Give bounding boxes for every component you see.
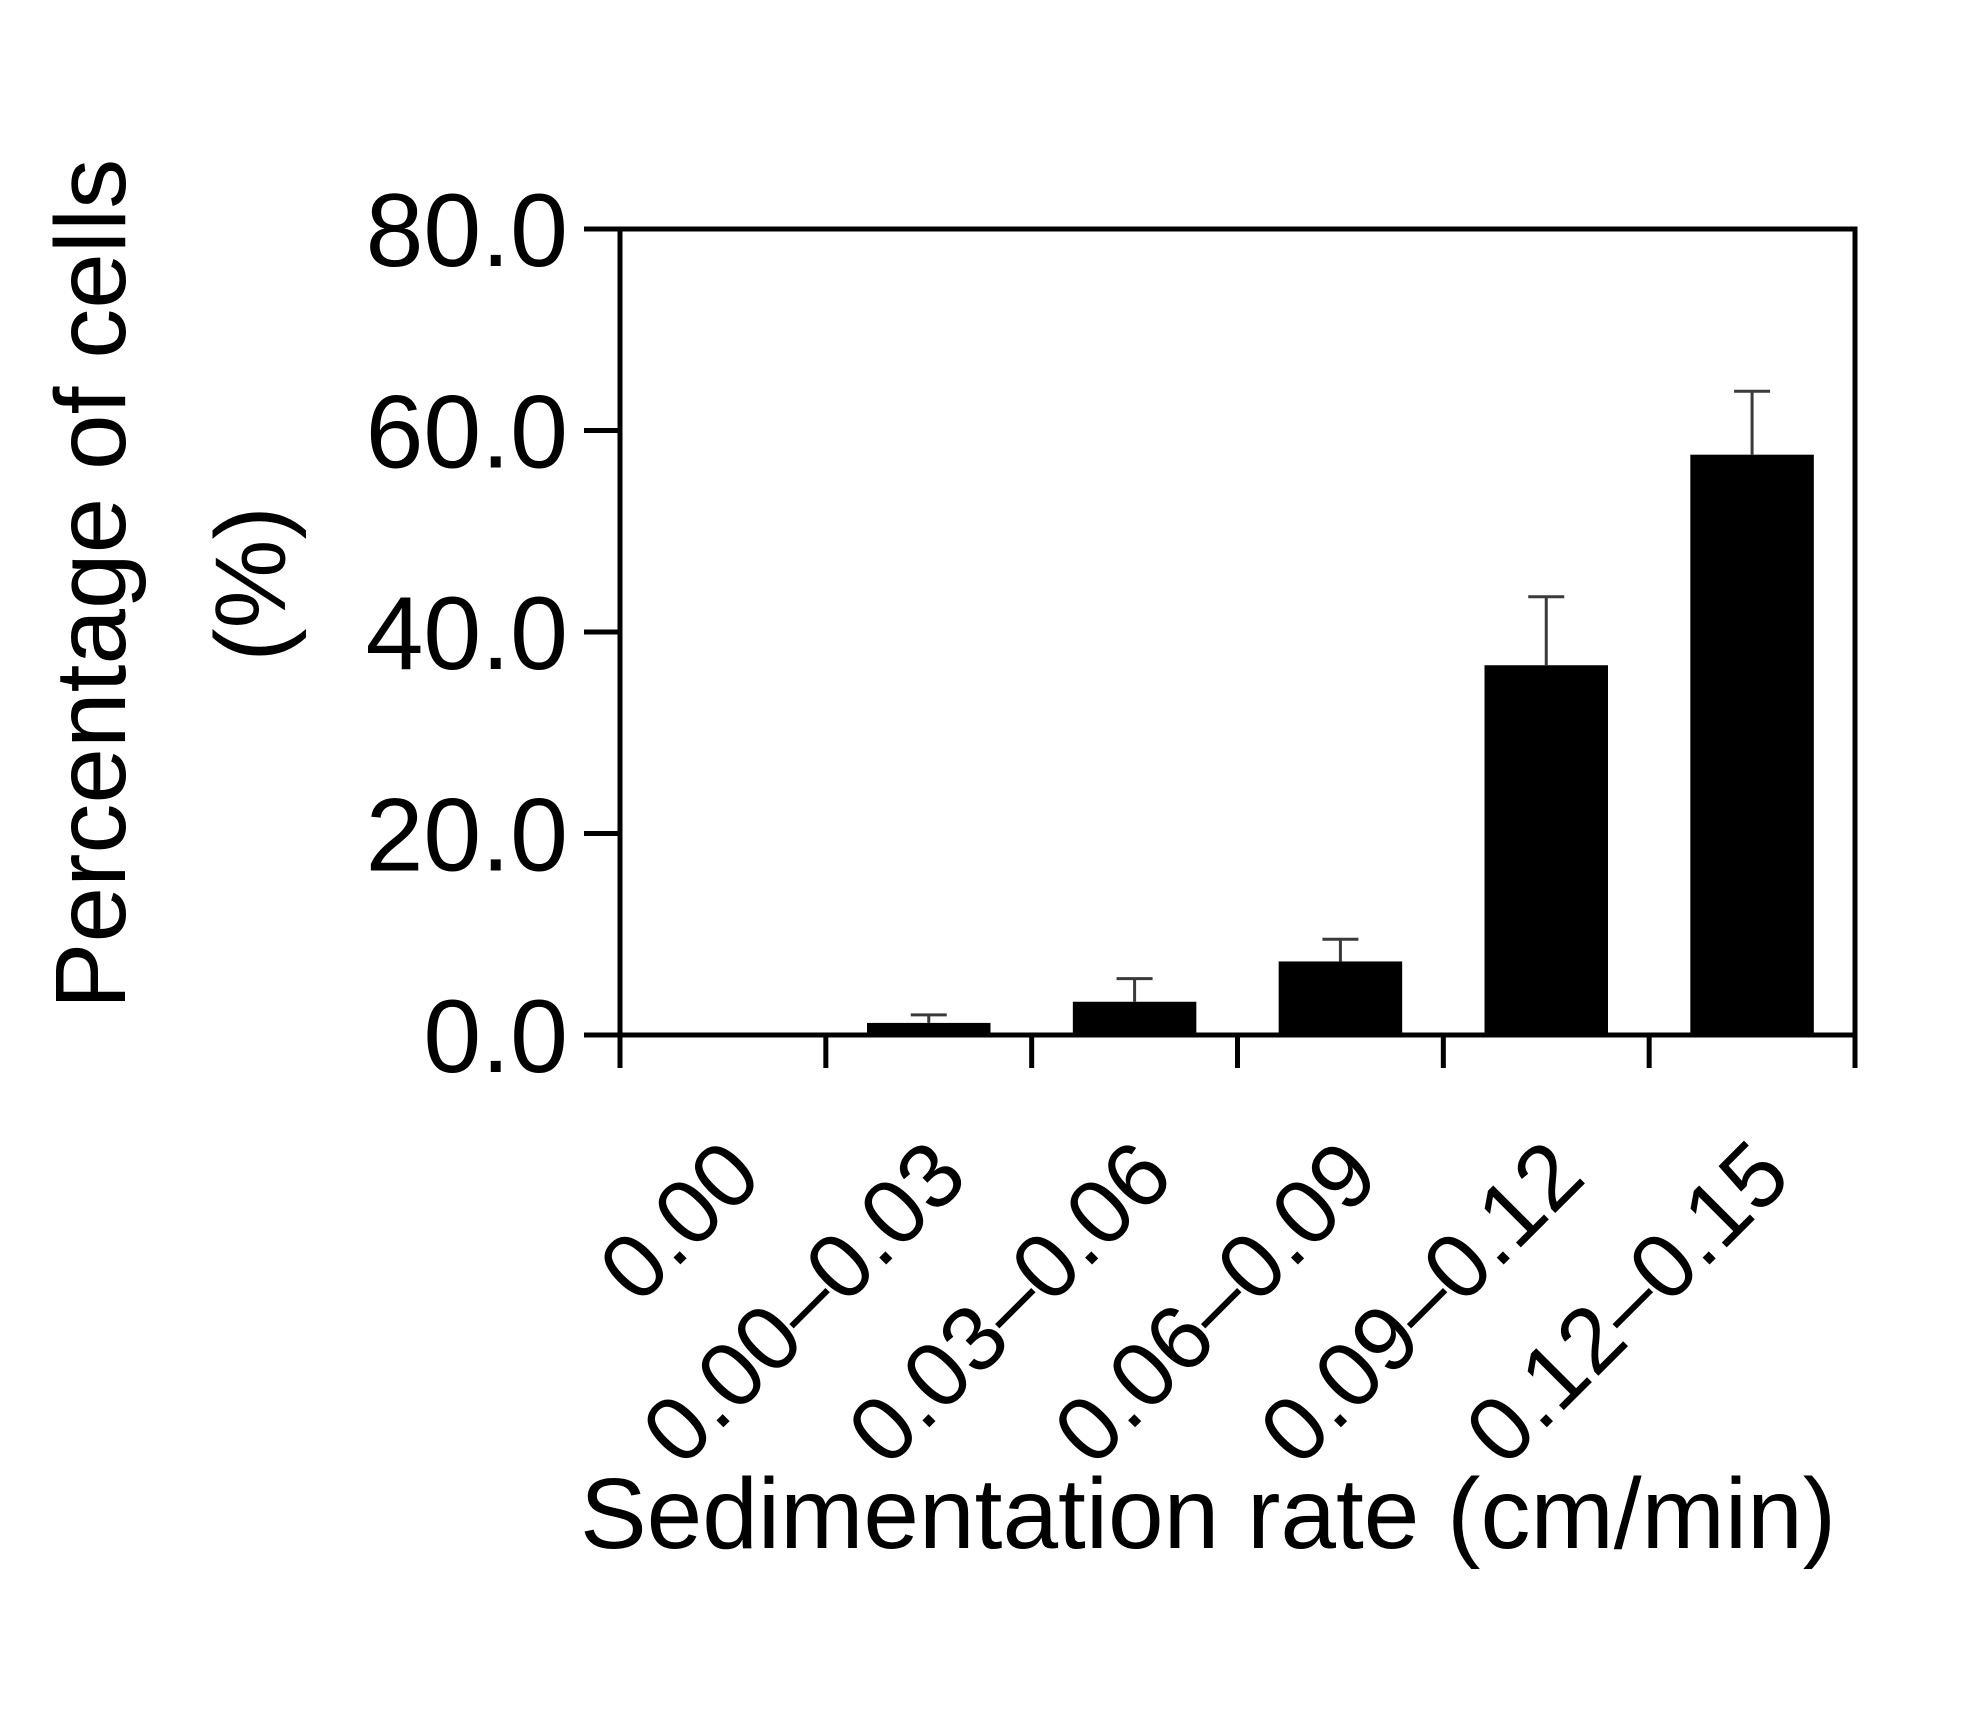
bar-4 xyxy=(1484,665,1608,1035)
y-axis-ticks xyxy=(584,226,620,1038)
y-tick-label-1: 20.0 xyxy=(366,778,568,894)
y-tick-label-2: 40.0 xyxy=(366,576,568,692)
y-tick-label-3: 60.0 xyxy=(366,375,568,491)
bar-2 xyxy=(1072,1001,1197,1035)
bar-1 xyxy=(867,1022,991,1035)
bars-group xyxy=(867,454,1814,1035)
y-axis-title-line1: Percentage of cells xyxy=(35,159,147,1010)
error-bars-group xyxy=(910,389,1771,1023)
bar-5 xyxy=(1690,454,1814,1035)
bar-3 xyxy=(1278,961,1403,1035)
x-axis-title: Sedimentation rate (cm/min) xyxy=(580,1458,1836,1570)
y-tick-label-4: 80.0 xyxy=(366,173,568,289)
y-axis-title-line2: (%) xyxy=(195,506,307,662)
y-tick-label-0: 0.0 xyxy=(423,979,568,1095)
x-axis-ticks xyxy=(617,1035,1858,1068)
y-axis-tick-labels: 0.0 20.0 40.0 60.0 80.0 xyxy=(366,173,568,1095)
